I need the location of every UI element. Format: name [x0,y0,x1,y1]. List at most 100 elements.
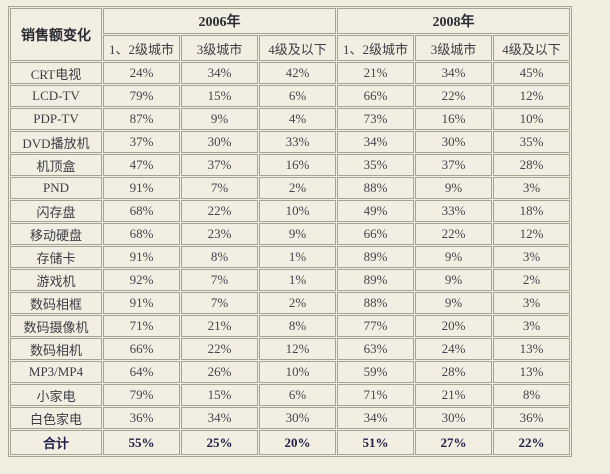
table-footer: 合计 55% 25% 20% 51% 27% 22% [10,430,570,455]
row-label: 数码相机 [10,338,102,360]
cell-value: 1% [259,269,336,291]
table-row: 小家电 79% 15% 6% 71% 21% 8% [10,384,570,406]
cell-value: 22% [181,338,258,360]
table-row: 数码相框 91% 7% 2% 88% 9% 3% [10,292,570,314]
cell-value: 73% [337,108,414,130]
cell-value: 7% [181,292,258,314]
year-group-header: 2006年 [103,8,336,34]
cell-value: 10% [259,200,336,222]
cell-value: 28% [493,154,570,176]
cell-value: 7% [181,269,258,291]
cell-value: 30% [415,407,492,429]
cell-value: 66% [103,338,180,360]
cell-value: 13% [493,361,570,383]
cell-value: 26% [181,361,258,383]
cell-value: 12% [493,223,570,245]
cell-value: 91% [103,177,180,199]
cell-value: 35% [493,131,570,153]
cell-value: 63% [337,338,414,360]
cell-value: 24% [415,338,492,360]
row-label: PDP-TV [10,108,102,130]
total-cell-value: 51% [337,430,414,455]
cell-value: 47% [103,154,180,176]
cell-value: 6% [259,85,336,107]
cell-value: 12% [259,338,336,360]
row-label: 存储卡 [10,246,102,268]
row-label: 数码相框 [10,292,102,314]
cell-value: 89% [337,246,414,268]
row-label: 机顶盒 [10,154,102,176]
cell-value: 33% [415,200,492,222]
cell-value: 9% [415,292,492,314]
cell-value: 66% [337,85,414,107]
cell-value: 24% [103,62,180,84]
cell-value: 9% [415,269,492,291]
cell-value: 16% [259,154,336,176]
cell-value: 13% [493,338,570,360]
cell-value: 18% [493,200,570,222]
row-label: 游戏机 [10,269,102,291]
cell-value: 12% [493,85,570,107]
header-row-city-tiers: 1、2级城市 3级城市 4级及以下 1、2级城市 3级城市 4级及以下 [10,35,570,61]
cell-value: 21% [415,384,492,406]
cell-value: 45% [493,62,570,84]
table-row: PND 91% 7% 2% 88% 9% 3% [10,177,570,199]
cell-value: 15% [181,384,258,406]
cell-value: 71% [337,384,414,406]
cell-value: 21% [181,315,258,337]
cell-value: 9% [415,246,492,268]
table-row: MP3/MP4 64% 26% 10% 59% 28% 13% [10,361,570,383]
table-row: 数码摄像机 71% 21% 8% 77% 20% 3% [10,315,570,337]
cell-value: 3% [493,315,570,337]
cell-value: 2% [259,292,336,314]
cell-value: 34% [181,407,258,429]
table-row: 白色家电 36% 34% 30% 34% 30% 36% [10,407,570,429]
cell-value: 37% [103,131,180,153]
table-row: PDP-TV 87% 9% 4% 73% 16% 10% [10,108,570,130]
cell-value: 3% [493,177,570,199]
row-label: PND [10,177,102,199]
row-label: CRT电视 [10,62,102,84]
sales-change-table: 销售额变化 2006年 2008年 1、2级城市 3级城市 4级及以下 1、2级城市 3级城市… [8,6,572,457]
cell-value: 34% [181,62,258,84]
cell-value: 68% [103,223,180,245]
cell-value: 34% [337,131,414,153]
city-tier-header: 1、2级城市 [337,35,414,61]
cell-value: 30% [181,131,258,153]
cell-value: 10% [259,361,336,383]
cell-value: 10% [493,108,570,130]
cell-value: 21% [337,62,414,84]
cell-value: 77% [337,315,414,337]
row-label: DVD播放机 [10,131,102,153]
row-label: 白色家电 [10,407,102,429]
total-row: 合计 55% 25% 20% 51% 27% 22% [10,430,570,455]
table-body: CRT电视 24% 34% 42% 21% 34% 45% LCD-TV 79% 15% 6% 66%… [10,62,570,429]
city-tier-header: 4级及以下 [493,35,570,61]
cell-value: 3% [493,246,570,268]
cell-value: 9% [181,108,258,130]
row-label: 闪存盘 [10,200,102,222]
cell-value: 79% [103,85,180,107]
cell-value: 35% [337,154,414,176]
table-row: 存储卡 91% 8% 1% 89% 9% 3% [10,246,570,268]
row-label: 数码摄像机 [10,315,102,337]
cell-value: 91% [103,246,180,268]
table-row: 闪存盘 68% 22% 10% 49% 33% 18% [10,200,570,222]
cell-value: 8% [493,384,570,406]
table-row: 游戏机 92% 7% 1% 89% 9% 2% [10,269,570,291]
table-row: 数码相机 66% 22% 12% 63% 24% 13% [10,338,570,360]
cell-value: 22% [415,223,492,245]
cell-value: 66% [337,223,414,245]
cell-value: 6% [259,384,336,406]
total-cell-value: 20% [259,430,336,455]
corner-header: 销售额变化 [10,8,102,61]
row-label: 小家电 [10,384,102,406]
cell-value: 68% [103,200,180,222]
total-row-label: 合计 [10,430,102,455]
cell-value: 88% [337,292,414,314]
table-row: LCD-TV 79% 15% 6% 66% 22% 12% [10,85,570,107]
cell-value: 16% [415,108,492,130]
city-tier-header: 1、2级城市 [103,35,180,61]
cell-value: 20% [415,315,492,337]
